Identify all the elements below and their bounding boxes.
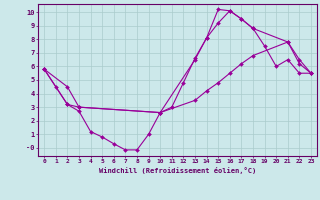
- X-axis label: Windchill (Refroidissement éolien,°C): Windchill (Refroidissement éolien,°C): [99, 167, 256, 174]
